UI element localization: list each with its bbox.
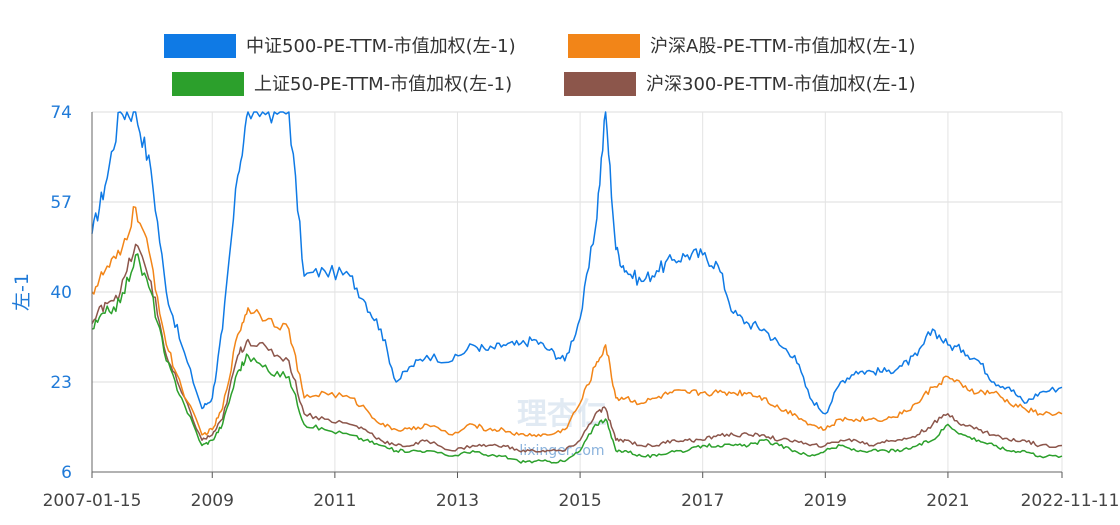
legend[interactable]: 中证500-PE-TTM-市值加权(左-1) 沪深A股-PE-TTM-市值加权(左… bbox=[164, 34, 916, 96]
axes: 6 23 40 57 74 2007-01-15 2009 2011 2013 2015 2017 2… bbox=[11, 103, 1119, 511]
x-tick-label: 2007-01-15 bbox=[43, 491, 142, 511]
x-tick-label: 2019 bbox=[804, 491, 847, 511]
legend-label-1: 沪深A股-PE-TTM-市值加权(左-1) bbox=[650, 36, 916, 57]
y-tick-label: 23 bbox=[50, 373, 72, 393]
legend-label-2: 上证50-PE-TTM-市值加权(左-1) bbox=[254, 74, 512, 95]
x-tick-label: 2011 bbox=[313, 491, 356, 511]
x-tick-label: 2009 bbox=[191, 491, 234, 511]
legend-label-3: 沪深300-PE-TTM-市值加权(左-1) bbox=[646, 74, 916, 95]
series-line-2 bbox=[91, 253, 1063, 464]
series-line-1 bbox=[91, 206, 1063, 438]
series-lines bbox=[91, 111, 1063, 464]
legend-swatch-3 bbox=[564, 72, 636, 96]
y-tick-label: 74 bbox=[50, 103, 72, 123]
x-tick-label: 2015 bbox=[558, 491, 601, 511]
series-line-3 bbox=[91, 243, 1063, 453]
y-axis-label: 左-1 bbox=[11, 273, 33, 311]
legend-swatch-0 bbox=[164, 34, 236, 58]
x-tick-label: 2013 bbox=[436, 491, 479, 511]
y-tick-label: 40 bbox=[50, 283, 72, 303]
x-tick-label: 2022-11-11 bbox=[1021, 491, 1120, 511]
legend-swatch-2 bbox=[172, 72, 244, 96]
series-line-0 bbox=[91, 111, 1063, 415]
legend-label-0: 中证500-PE-TTM-市值加权(左-1) bbox=[246, 36, 516, 57]
x-tick-label: 2017 bbox=[681, 491, 724, 511]
x-tick-label: 2021 bbox=[926, 491, 969, 511]
watermark-logo-text: 理杏仁 bbox=[517, 397, 607, 432]
y-tick-label: 6 bbox=[61, 463, 72, 483]
legend-swatch-1 bbox=[568, 34, 640, 58]
y-tick-label: 57 bbox=[50, 193, 72, 213]
